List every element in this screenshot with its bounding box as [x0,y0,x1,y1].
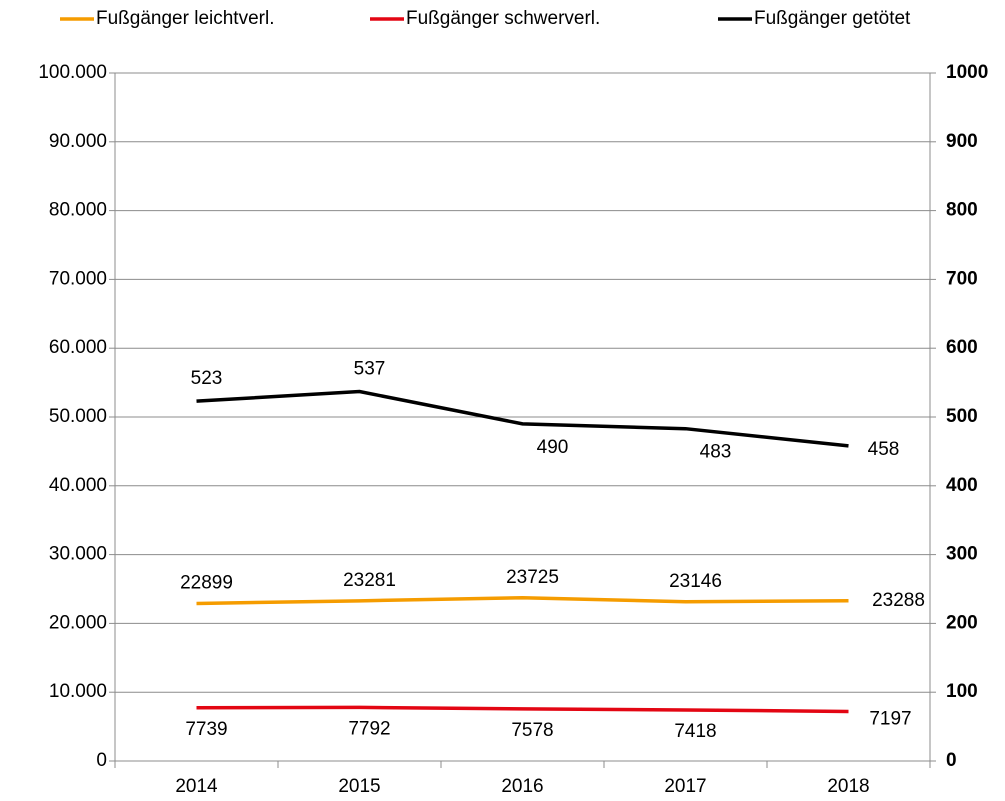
value-label: 537 [354,359,386,380]
x-tick-label: 2016 [501,776,543,797]
y-tick-label: 40.000 [49,475,107,496]
y2-tick-label: 300 [946,544,978,565]
y-tick-label: 10.000 [49,681,107,702]
x-tick-label: 2017 [664,776,706,797]
y-tick-label: 30.000 [49,544,107,565]
line [196,596,849,606]
legend-label: Fußgänger leichtverl. [96,8,274,29]
line [196,389,849,448]
y-tick-label: 100.000 [38,62,107,83]
y-tick-label: 20.000 [49,612,107,633]
y2-tick-label: 500 [946,406,978,427]
value-label: 490 [537,437,569,458]
y-tick-label: 90.000 [49,131,107,152]
x-tick-label: 2014 [175,776,218,797]
value-label: 7792 [348,718,390,739]
value-label: 7578 [511,720,553,741]
x-tick-label: 2018 [827,776,869,797]
y-tick-label: 80.000 [49,200,107,221]
value-label: 23281 [343,570,396,591]
legend-label: Fußgänger schwerverl. [406,8,600,29]
value-label: 458 [868,439,900,460]
y-tick-label: 0 [96,750,107,771]
y2-tick-label: 900 [946,131,978,152]
value-label: 7197 [869,709,911,730]
y-tick-label: 60.000 [49,337,107,358]
y2-tick-label: 100 [946,681,978,702]
y-tick-label: 70.000 [49,268,107,289]
y2-tick-label: 200 [946,612,978,633]
value-label: 22899 [180,572,233,593]
value-label: 23146 [669,571,722,592]
y2-tick-label: 800 [946,200,978,221]
y2-tick-label: 0 [946,750,957,771]
y-tick-label: 50.000 [49,406,107,427]
value-label: 23725 [506,567,559,588]
y2-tick-label: 400 [946,475,978,496]
y2-tick-label: 1000 [946,62,988,83]
value-label: 23288 [872,590,925,611]
value-label: 7739 [185,719,227,740]
legend-label: Fußgänger getötet [754,8,911,29]
y2-tick-label: 600 [946,337,978,358]
value-label: 7418 [674,721,716,742]
x-tick-label: 2015 [338,776,380,797]
line [196,705,849,714]
value-label: 483 [700,442,732,463]
value-label: 523 [191,368,223,389]
y2-tick-label: 700 [946,268,978,289]
